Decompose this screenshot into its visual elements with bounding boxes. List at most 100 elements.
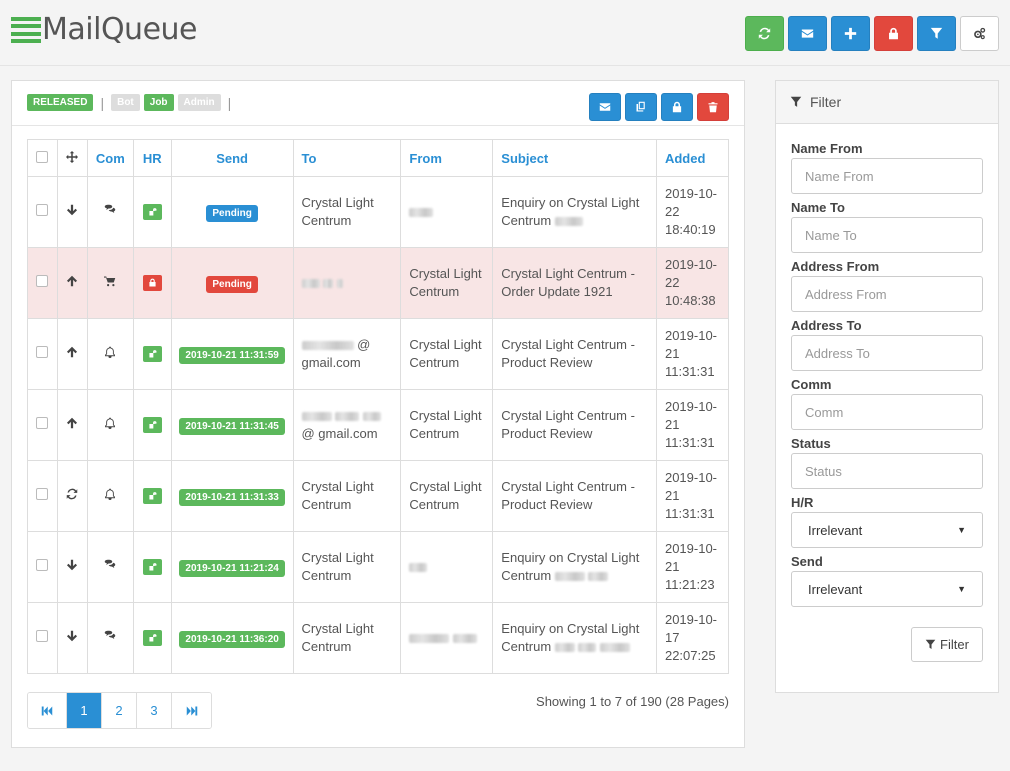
row-checkbox[interactable]	[36, 417, 49, 429]
name-to-input[interactable]	[791, 217, 983, 253]
lock-icon[interactable]	[142, 274, 162, 291]
unlock-icon[interactable]	[142, 203, 162, 220]
hr-cell[interactable]	[132, 389, 172, 461]
select-all-header[interactable]	[27, 139, 58, 177]
table-row[interactable]: Pending Crystal Light Centrum Crystal Lig…	[27, 247, 730, 319]
subject-cell[interactable]: Crystal Light Centrum - Product Review	[492, 318, 657, 390]
subject-header[interactable]: Subject	[492, 139, 657, 177]
page-2-button[interactable]: 2	[102, 693, 137, 728]
send-status-badge[interactable]: 2019-10-21 11:36:20	[179, 630, 285, 648]
row-select-cell[interactable]	[27, 531, 58, 603]
unlock-icon[interactable]	[142, 345, 162, 362]
com-cell	[86, 389, 134, 461]
bulk-lock-button[interactable]	[661, 93, 693, 121]
status-input[interactable]	[791, 453, 983, 489]
hr-select[interactable]: Irrelevant ▼	[791, 512, 983, 548]
subject-cell[interactable]: Crystal Light Centrum - Order Update 192…	[492, 247, 657, 319]
legend-job[interactable]: Job	[143, 94, 174, 111]
row-checkbox[interactable]	[36, 630, 49, 642]
table-row[interactable]: 2019-10-21 11:31:33 Crystal Light Centrum…	[27, 460, 730, 532]
to-header[interactable]: To	[292, 139, 402, 177]
first-page-button[interactable]	[28, 693, 67, 728]
hr-cell[interactable]	[132, 531, 172, 603]
refresh-button[interactable]	[745, 16, 784, 51]
send-status-badge[interactable]: 2019-10-21 11:31:59	[179, 346, 285, 364]
send-mail-button[interactable]	[788, 16, 827, 51]
send-status-badge[interactable]: Pending	[206, 275, 258, 293]
filter-icon	[790, 96, 802, 108]
added-value: 2019-10-22 10:48:38	[664, 257, 718, 308]
redacted-text	[409, 208, 434, 218]
filter-submit-button[interactable]: Filter	[911, 627, 983, 662]
direction-header[interactable]	[56, 139, 88, 177]
row-checkbox[interactable]	[36, 346, 49, 358]
bulk-send-button[interactable]	[589, 93, 621, 121]
send-status-badge[interactable]: Pending	[206, 204, 258, 222]
legend-released[interactable]: RELEASED	[27, 94, 94, 111]
send-select-value: Irrelevant	[808, 581, 863, 597]
address-from-input[interactable]	[791, 276, 983, 312]
unlock-icon[interactable]	[142, 558, 162, 575]
hr-cell[interactable]	[132, 602, 172, 674]
direction-cell	[56, 460, 88, 532]
row-select-cell[interactable]	[27, 389, 58, 461]
subject-cell[interactable]: Enquiry on Crystal Light Centrum	[492, 531, 657, 603]
send-select[interactable]: Irrelevant ▼	[791, 571, 983, 607]
subject-cell[interactable]: Enquiry on Crystal Light Centrum	[492, 602, 657, 674]
row-checkbox[interactable]	[36, 204, 49, 216]
copy-icon	[635, 101, 647, 113]
send-status-badge[interactable]: 2019-10-21 11:31:45	[179, 417, 285, 435]
hr-header[interactable]: HR	[132, 139, 172, 177]
last-page-button[interactable]	[172, 693, 211, 728]
row-select-cell[interactable]	[27, 176, 58, 248]
com-header[interactable]: Com	[86, 139, 134, 177]
hr-cell[interactable]	[132, 318, 172, 390]
comm-input[interactable]	[791, 394, 983, 430]
table-row[interactable]: 2019-10-21 11:36:20 Crystal Light Centrum…	[27, 602, 730, 674]
table-row[interactable]: 2019-10-21 11:21:24 Crystal Light Centrum…	[27, 531, 730, 603]
hr-cell[interactable]	[132, 176, 172, 248]
send-header[interactable]: Send	[170, 139, 294, 177]
added-header[interactable]: Added	[655, 139, 730, 177]
page-1-button[interactable]: 1	[67, 693, 102, 728]
row-select-cell[interactable]	[27, 460, 58, 532]
row-select-cell[interactable]	[27, 602, 58, 674]
lock-button[interactable]	[874, 16, 913, 51]
send-status-badge[interactable]: 2019-10-21 11:21:24	[179, 559, 285, 577]
settings-button[interactable]	[960, 16, 999, 51]
to-value: Crystal Light Centrum	[301, 479, 374, 512]
row-checkbox[interactable]	[36, 275, 49, 287]
name-from-input[interactable]	[791, 158, 983, 194]
table-row[interactable]: 2019-10-21 11:31:45 @ gmail.com Crystal L…	[27, 389, 730, 461]
subject-cell[interactable]: Crystal Light Centrum - Product Review	[492, 389, 657, 461]
select-all-checkbox[interactable]	[36, 150, 49, 163]
bulk-copy-button[interactable]	[625, 93, 657, 121]
address-to-input[interactable]	[791, 335, 983, 371]
row-checkbox[interactable]	[36, 559, 49, 571]
filter-toggle-button[interactable]	[917, 16, 956, 51]
subject-cell[interactable]: Enquiry on Crystal Light Centrum	[492, 176, 657, 248]
table-row[interactable]: Pending Crystal Light Centrum Enquiry on C…	[27, 176, 730, 248]
add-button[interactable]	[831, 16, 870, 51]
caret-down-icon: ▼	[957, 525, 966, 535]
send-cell: 2019-10-21 11:31:45	[170, 389, 294, 461]
redacted-text	[336, 279, 343, 289]
row-checkbox[interactable]	[36, 488, 49, 500]
table-row[interactable]: 2019-10-21 11:31:59 @ gmail.com Crystal L…	[27, 318, 730, 390]
row-select-cell[interactable]	[27, 247, 58, 319]
subject-cell[interactable]: Crystal Light Centrum - Product Review	[492, 460, 657, 532]
refresh-icon	[758, 27, 771, 40]
hr-cell[interactable]	[132, 247, 172, 319]
legend-admin[interactable]: Admin	[177, 94, 221, 111]
unlock-icon[interactable]	[142, 629, 162, 646]
unlock-icon[interactable]	[142, 416, 162, 433]
unlock-icon[interactable]	[142, 487, 162, 504]
hr-cell[interactable]	[132, 460, 172, 532]
legend-bot[interactable]: Bot	[111, 94, 140, 111]
from-header[interactable]: From	[400, 139, 494, 177]
page-3-button[interactable]: 3	[137, 693, 172, 728]
from-cell: Crystal Light Centrum	[400, 318, 494, 390]
send-status-badge[interactable]: 2019-10-21 11:31:33	[179, 488, 285, 506]
bulk-delete-button[interactable]	[697, 93, 729, 121]
row-select-cell[interactable]	[27, 318, 58, 390]
